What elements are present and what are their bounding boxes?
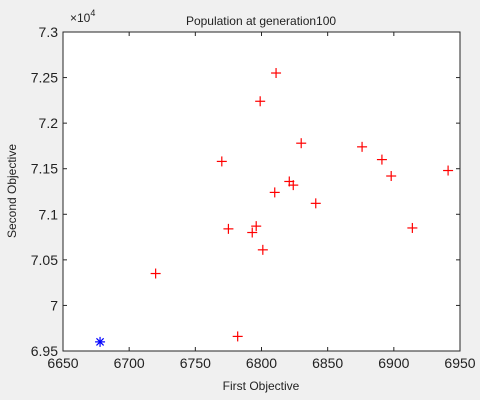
- data-point-plus: [443, 165, 454, 176]
- y-tick-label: 7.25: [31, 70, 58, 86]
- x-tick-label: 6650: [47, 355, 78, 371]
- x-tick-label: 6850: [312, 355, 343, 371]
- axis-ticks: 6650 6700 6750 6800 6850 6900 6950 6.95 7 7.05 7.1…: [31, 24, 476, 371]
- x-axis-label: First Objective: [223, 379, 300, 393]
- data-point-plus: [269, 187, 280, 198]
- y-tick-label: 7.15: [31, 161, 58, 177]
- data-point-plus: [376, 154, 387, 165]
- data-point-plus: [296, 138, 307, 149]
- data-point-plus: [247, 227, 258, 238]
- y-exponent-power: 4: [90, 8, 95, 18]
- data-point-plus: [407, 222, 418, 233]
- x-tick-label: 6950: [444, 355, 475, 371]
- x-tick-label: 6750: [180, 355, 211, 371]
- x-tick-label: 6800: [246, 355, 277, 371]
- data-point-star: [95, 336, 106, 347]
- data-point-plus: [386, 171, 397, 182]
- y-tick-label: 6.95: [31, 343, 58, 359]
- data-point-plus: [223, 223, 234, 234]
- y-tick-label: 7.2: [39, 115, 59, 131]
- y-tick-label: 7.05: [31, 252, 58, 268]
- data-point-plus: [150, 268, 161, 279]
- data-point-plus: [310, 198, 321, 209]
- chart-title: Population at generation100: [186, 14, 336, 28]
- data-point-plus: [271, 68, 282, 79]
- y-axis-label: Second Objective: [5, 144, 19, 238]
- y-exponent-base: ×10: [70, 11, 91, 25]
- data-points: [95, 68, 454, 347]
- data-point-plus: [216, 156, 227, 167]
- y-tick-label: 7: [50, 297, 58, 313]
- data-point-plus: [257, 244, 268, 255]
- data-point-plus: [255, 96, 266, 107]
- y-tick-label: 7.3: [39, 24, 59, 40]
- data-point-plus: [288, 180, 299, 191]
- data-point-plus: [232, 331, 243, 342]
- axes-box: [62, 31, 461, 352]
- data-point-plus: [251, 221, 262, 232]
- y-tick-label: 7.1: [39, 206, 59, 222]
- y-exponent-label: ×104: [70, 8, 95, 25]
- x-tick-label: 6700: [114, 355, 145, 371]
- data-point-plus: [357, 141, 368, 152]
- x-tick-label: 6900: [378, 355, 409, 371]
